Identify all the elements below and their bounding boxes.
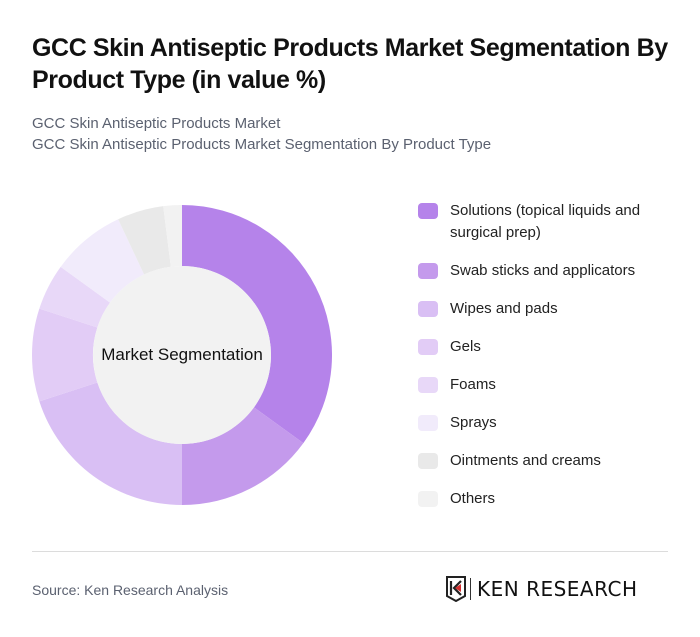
ken-research-logo-icon: [446, 576, 466, 602]
legend-label: Swab sticks and applicators: [450, 262, 636, 279]
legend-swatch: [418, 263, 438, 279]
logo-text: KEN RESEARCH: [477, 577, 638, 601]
legend-label: Solutions (topical liquids and surgical …: [450, 202, 641, 241]
legend-item-foams[interactable]: Foams: [418, 374, 688, 396]
legend-item-ointments[interactable]: Ointments and creams: [418, 450, 688, 472]
donut-slice[interactable]: [60, 219, 145, 303]
subtitle-line-1: GCC Skin Antiseptic Products Market: [32, 115, 281, 132]
legend-swatch: [418, 339, 438, 355]
legend-item-sprays[interactable]: Sprays: [418, 412, 688, 434]
donut-slice[interactable]: [32, 308, 98, 402]
donut-slice[interactable]: [182, 407, 304, 505]
legend-label: Gels: [450, 338, 481, 355]
legend-label: Sprays: [450, 414, 497, 431]
source-note: Source: Ken Research Analysis: [32, 582, 229, 598]
chart-subtitle: GCC Skin Antiseptic Products Market GCC …: [32, 113, 491, 155]
donut-svg: [32, 205, 332, 505]
donut-slice[interactable]: [163, 205, 182, 267]
subtitle-line-2: GCC Skin Antiseptic Products Market Segm…: [32, 136, 492, 153]
chart-title: GCC Skin Antiseptic Products Market Segm…: [32, 34, 668, 94]
ken-research-logo[interactable]: KEN RESEARCH: [446, 576, 638, 602]
legend-swatch: [418, 301, 438, 317]
footer-divider: [32, 551, 668, 552]
legend-swatch: [418, 491, 438, 507]
legend-label: Foams: [450, 376, 496, 393]
donut-chart: [32, 205, 332, 505]
legend-label: Ointments and creams: [450, 452, 601, 469]
legend-item-solutions[interactable]: Solutions (topical liquids and surgical …: [418, 200, 688, 244]
legend-swatch: [418, 377, 438, 393]
donut-slice[interactable]: [182, 205, 332, 444]
legend-swatch: [418, 453, 438, 469]
legend-item-gels[interactable]: Gels: [418, 336, 688, 358]
legend-item-swab-sticks[interactable]: Swab sticks and applicators: [418, 260, 688, 282]
donut-slice[interactable]: [118, 206, 171, 275]
donut-hole: [93, 266, 271, 444]
legend-swatch: [418, 415, 438, 431]
legend: Solutions (topical liquids and surgical …: [418, 200, 688, 526]
legend-item-wipes[interactable]: Wipes and pads: [418, 298, 688, 320]
legend-swatch: [418, 203, 438, 219]
logo-separator: [470, 578, 471, 600]
legend-label: Wipes and pads: [450, 300, 558, 317]
legend-item-others[interactable]: Others: [418, 488, 688, 510]
donut-slice[interactable]: [39, 266, 110, 328]
legend-label: Others: [450, 490, 496, 507]
donut-slice[interactable]: [39, 382, 182, 505]
